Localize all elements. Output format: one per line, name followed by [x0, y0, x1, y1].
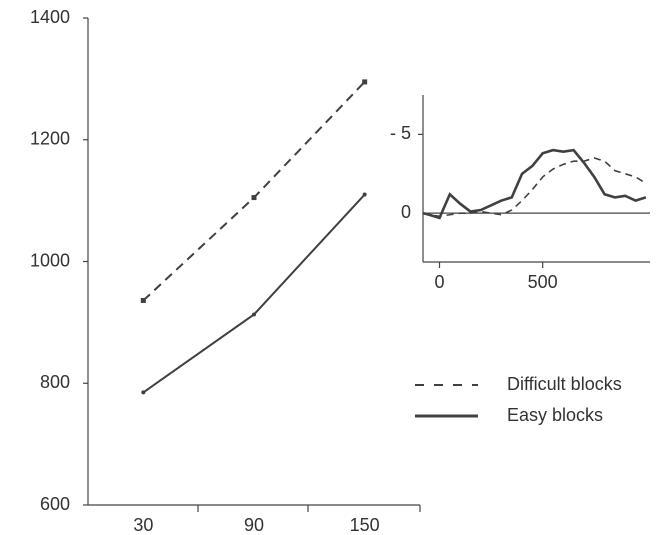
point [141, 390, 146, 395]
y-tick-label: 1000 [30, 250, 70, 270]
y-tick-label: 800 [40, 372, 70, 392]
point [362, 192, 367, 197]
y-tick-label: 1400 [30, 7, 70, 27]
x-tick-label: 500 [528, 272, 558, 292]
y-tick-label: 1200 [30, 129, 70, 149]
point [362, 79, 368, 85]
point [252, 312, 256, 317]
point [251, 195, 257, 201]
series-line [142, 81, 366, 302]
x-tick-label: 150 [350, 515, 380, 535]
series-line [142, 193, 366, 394]
legend-label: Difficult blocks [507, 374, 622, 394]
y-tick-label: 600 [40, 494, 70, 514]
point [140, 297, 146, 303]
series-line [422, 148, 647, 220]
x-tick-label: 30 [133, 515, 153, 535]
legend-label: Easy blocks [507, 405, 603, 425]
y-tick-label: 0 [401, 202, 411, 222]
x-tick-label: 90 [244, 515, 264, 535]
y-tick-label: - 5 [390, 123, 411, 143]
series-line [422, 157, 647, 218]
x-tick-label: 0 [435, 272, 445, 292]
